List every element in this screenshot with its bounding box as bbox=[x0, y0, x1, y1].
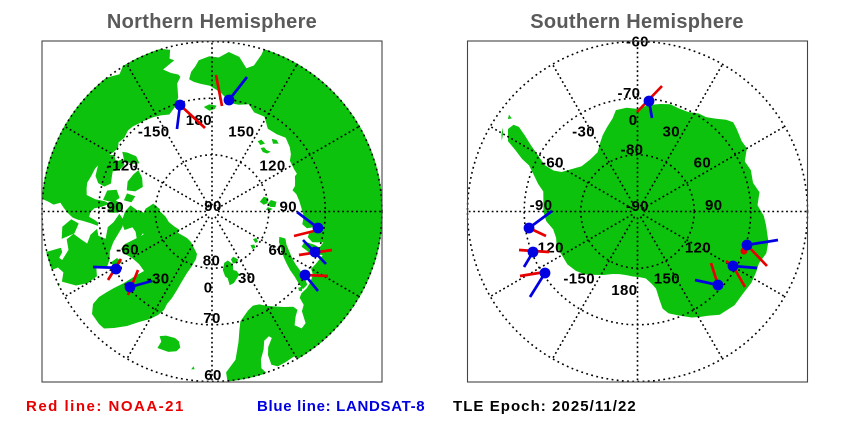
svg-text:180: 180 bbox=[611, 282, 637, 299]
svg-text:120: 120 bbox=[259, 157, 285, 174]
svg-text:-30: -30 bbox=[147, 271, 170, 288]
svg-text:60: 60 bbox=[694, 155, 712, 172]
svg-text:-150: -150 bbox=[138, 123, 170, 140]
svg-text:0: 0 bbox=[629, 112, 638, 129]
svg-text:-70: -70 bbox=[618, 85, 641, 102]
svg-text:-80: -80 bbox=[621, 142, 644, 159]
svg-text:-120: -120 bbox=[107, 157, 139, 174]
svg-text:90: 90 bbox=[705, 197, 723, 214]
svg-text:-60: -60 bbox=[626, 33, 649, 50]
svg-text:-60: -60 bbox=[116, 242, 139, 259]
svg-text:Blue line: LANDSAT-8: Blue line: LANDSAT-8 bbox=[257, 398, 425, 415]
svg-text:90: 90 bbox=[280, 199, 298, 216]
svg-text:60: 60 bbox=[269, 242, 287, 259]
svg-text:Northern Hemisphere: Northern Hemisphere bbox=[107, 11, 317, 33]
svg-text:-60: -60 bbox=[541, 155, 564, 172]
svg-text:-30: -30 bbox=[572, 123, 595, 140]
svg-text:-150: -150 bbox=[563, 271, 595, 288]
svg-text:TLE Epoch: 2025/11/22: TLE Epoch: 2025/11/22 bbox=[453, 398, 637, 415]
svg-text:30: 30 bbox=[238, 270, 256, 287]
svg-text:-90: -90 bbox=[530, 197, 553, 214]
svg-text:150: 150 bbox=[654, 271, 680, 288]
svg-text:120: 120 bbox=[685, 240, 711, 257]
svg-text:30: 30 bbox=[663, 123, 681, 140]
svg-text:80: 80 bbox=[203, 253, 221, 270]
svg-text:90: 90 bbox=[204, 198, 222, 215]
svg-text:-90: -90 bbox=[626, 198, 649, 215]
svg-text:150: 150 bbox=[228, 123, 254, 140]
svg-text:Southern Hemisphere: Southern Hemisphere bbox=[530, 11, 744, 33]
svg-text:-90: -90 bbox=[101, 199, 124, 216]
svg-text:0: 0 bbox=[204, 279, 213, 296]
svg-text:70: 70 bbox=[203, 310, 221, 327]
svg-text:60: 60 bbox=[204, 367, 222, 384]
svg-text:Red line: NOAA-21: Red line: NOAA-21 bbox=[26, 398, 185, 415]
